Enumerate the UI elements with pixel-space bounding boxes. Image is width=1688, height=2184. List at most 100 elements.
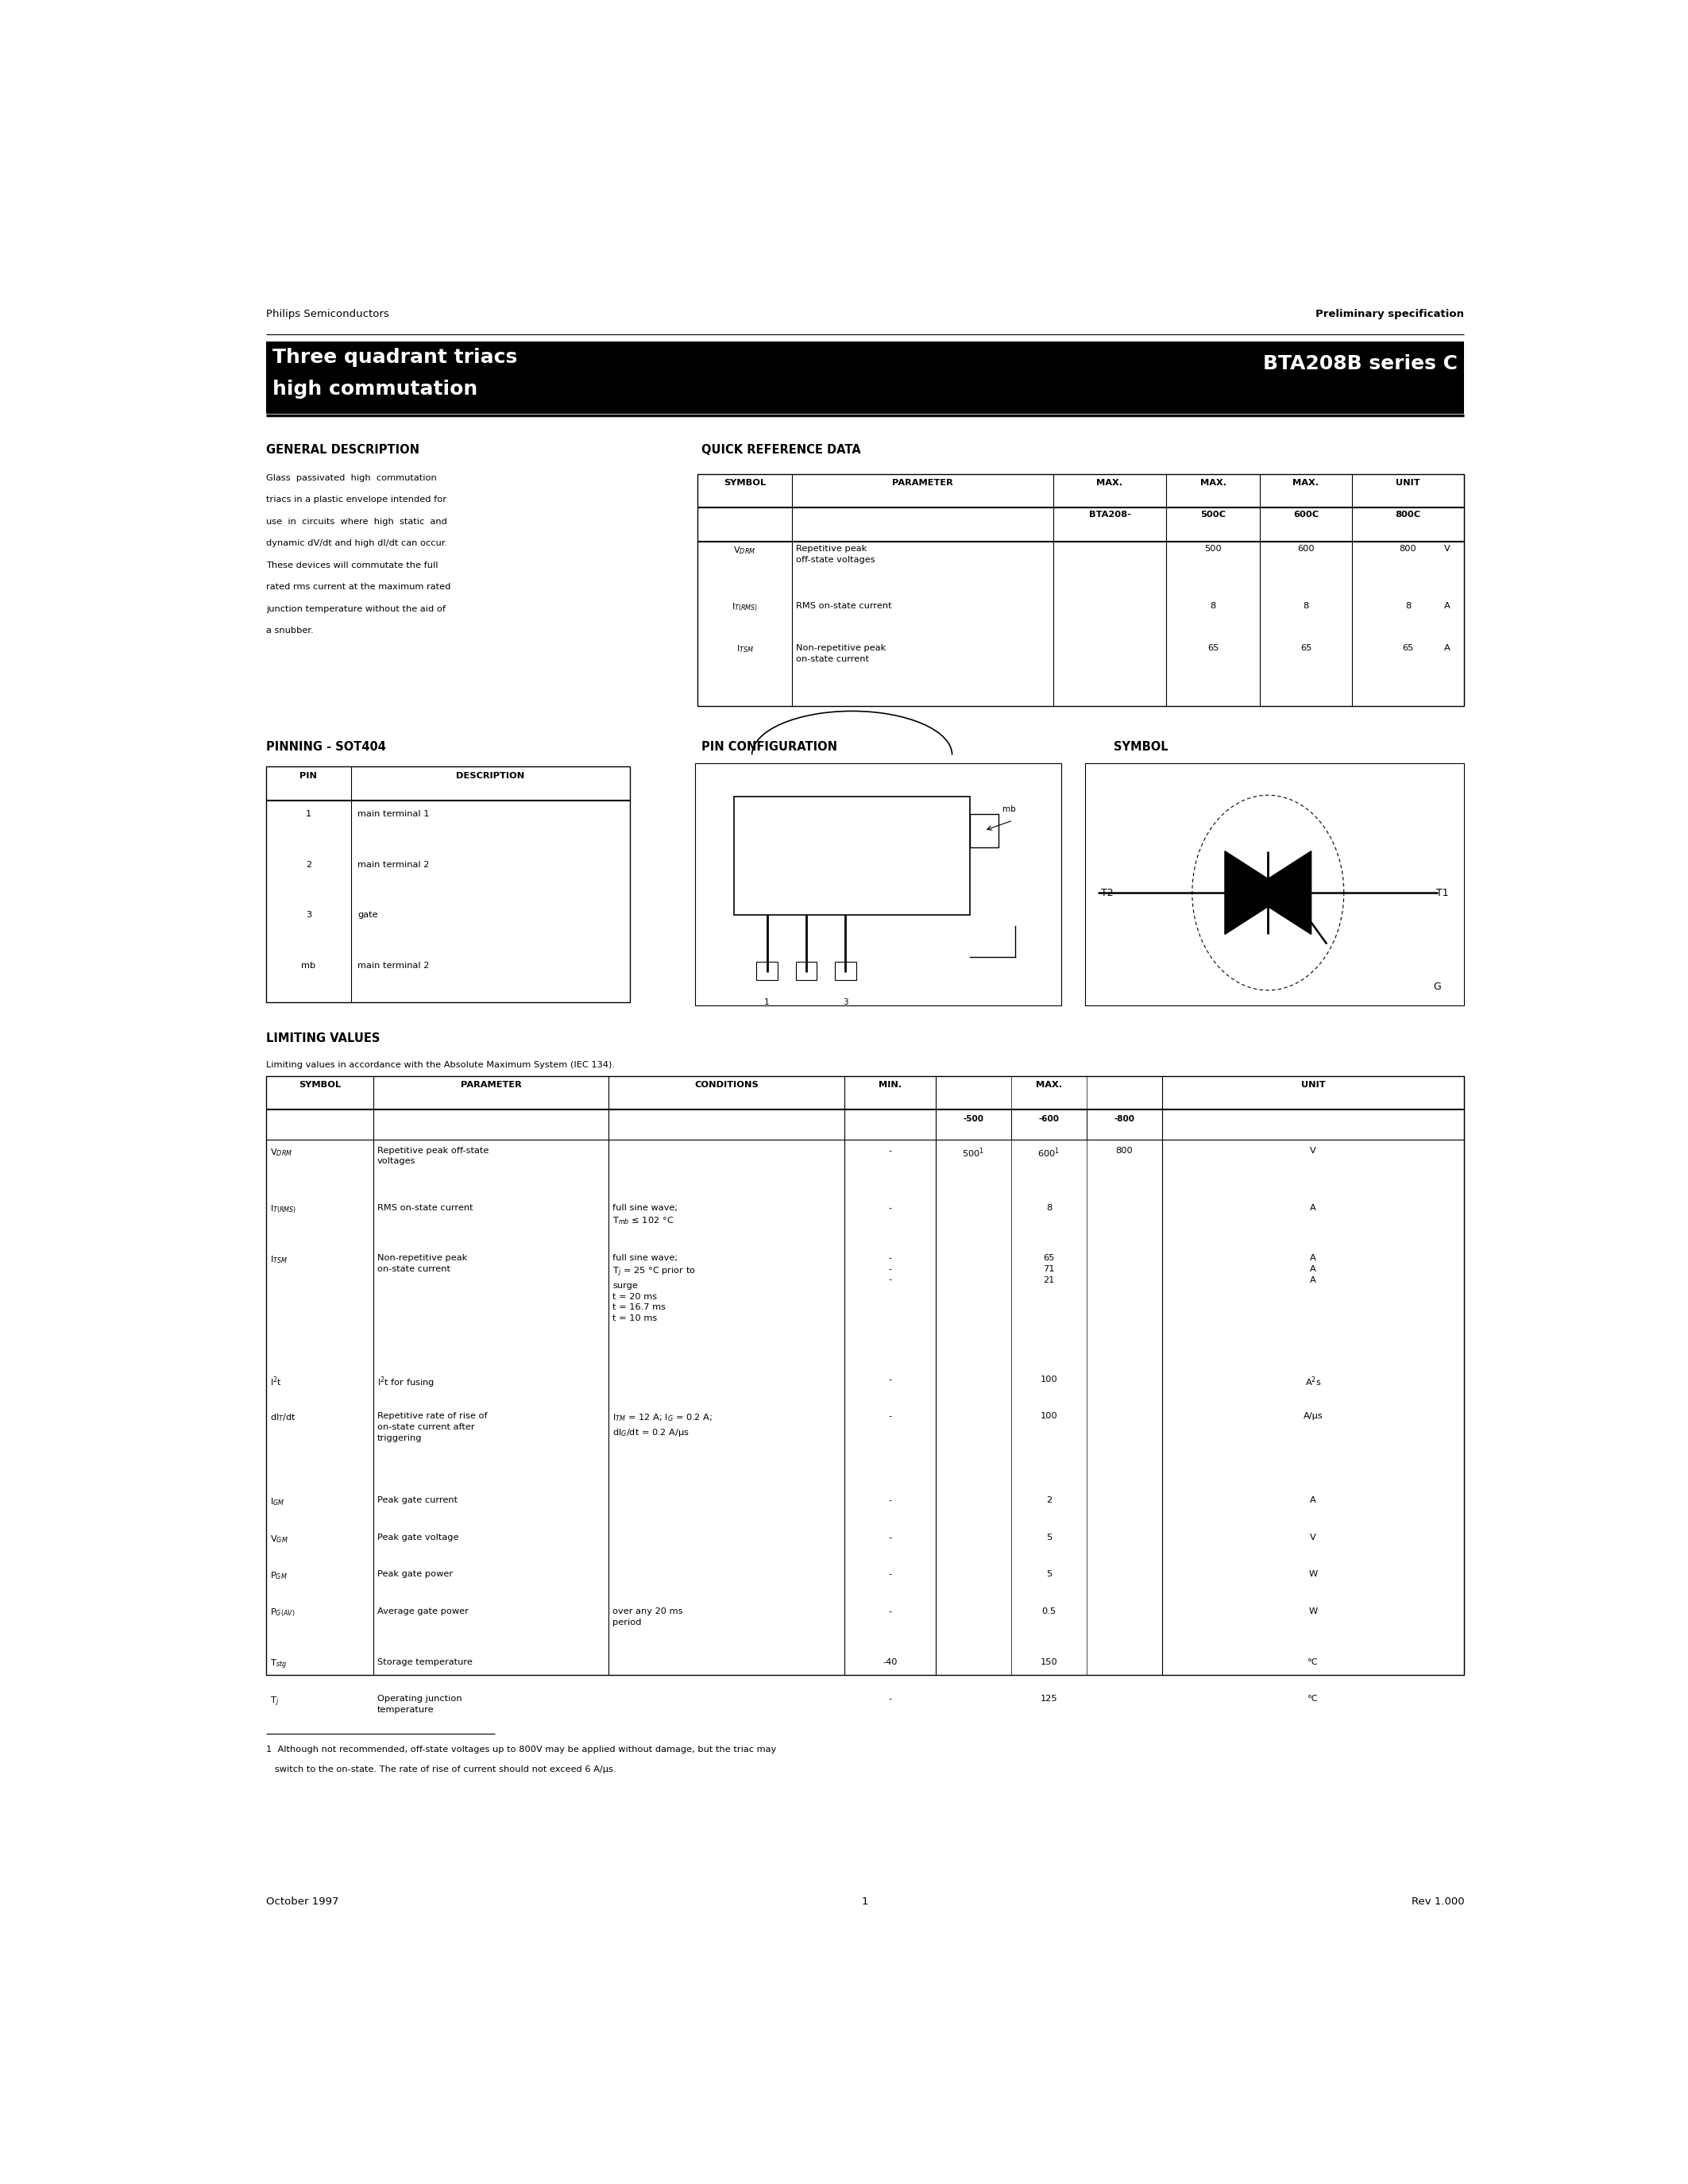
Text: MAX.: MAX. xyxy=(1200,478,1225,487)
Text: 1: 1 xyxy=(863,1896,869,1907)
Text: A: A xyxy=(1310,1203,1317,1212)
Text: 8: 8 xyxy=(1404,603,1411,609)
Text: I$_{TSM}$: I$_{TSM}$ xyxy=(736,644,753,655)
Text: MIN.: MIN. xyxy=(878,1081,901,1090)
Text: V$_{GM}$: V$_{GM}$ xyxy=(270,1533,289,1544)
Text: A: A xyxy=(1445,644,1450,651)
Bar xyxy=(267,341,1463,413)
Text: I$_{TM}$ = 12 A; I$_G$ = 0.2 A;
dI$_G$/dt = 0.2 A/μs: I$_{TM}$ = 12 A; I$_G$ = 0.2 A; dI$_G$/d… xyxy=(613,1413,712,1437)
Text: -40: -40 xyxy=(883,1658,898,1666)
Text: mb: mb xyxy=(1003,806,1016,812)
Bar xyxy=(795,961,817,981)
Text: LIMITING VALUES: LIMITING VALUES xyxy=(267,1033,380,1044)
Text: Preliminary specification: Preliminary specification xyxy=(1315,310,1463,319)
Text: switch to the on-state. The rate of rise of current should not exceed 6 A/μs.: switch to the on-state. The rate of rise… xyxy=(267,1765,616,1773)
Text: 600$^1$: 600$^1$ xyxy=(1038,1147,1060,1160)
Text: main terminal 2: main terminal 2 xyxy=(358,961,429,970)
Text: BTA208B series C: BTA208B series C xyxy=(1263,354,1458,373)
Text: PINNING - SOT404: PINNING - SOT404 xyxy=(267,740,387,753)
Text: 600: 600 xyxy=(1298,544,1315,553)
Text: Limiting values in accordance with the Absolute Maximum System (IEC 134).: Limiting values in accordance with the A… xyxy=(267,1061,614,1068)
Text: °C: °C xyxy=(1308,1695,1318,1704)
Text: MAX.: MAX. xyxy=(1036,1081,1062,1090)
Text: Repetitive peak
off-state voltages: Repetitive peak off-state voltages xyxy=(795,544,874,563)
Text: main terminal 1: main terminal 1 xyxy=(358,810,429,819)
Text: a snubber.: a snubber. xyxy=(267,627,314,636)
Text: -: - xyxy=(888,1695,891,1704)
Text: 1: 1 xyxy=(306,810,311,819)
Text: 5: 5 xyxy=(1047,1533,1052,1542)
Text: -: - xyxy=(888,1607,891,1616)
Bar xyxy=(267,767,630,1002)
Text: 65: 65 xyxy=(1300,644,1312,651)
Text: G: G xyxy=(1433,981,1442,992)
Text: PIN: PIN xyxy=(300,771,317,780)
Bar xyxy=(1085,762,1463,1005)
Text: 8: 8 xyxy=(1210,603,1215,609)
Polygon shape xyxy=(1225,852,1290,935)
Text: 8: 8 xyxy=(1047,1203,1052,1212)
Text: 1: 1 xyxy=(765,998,770,1007)
Text: GENERAL DESCRIPTION: GENERAL DESCRIPTION xyxy=(267,443,419,456)
Text: 0.5: 0.5 xyxy=(1041,1607,1057,1616)
Text: PIN CONFIGURATION: PIN CONFIGURATION xyxy=(702,740,837,753)
Text: UNIT: UNIT xyxy=(1396,478,1420,487)
Text: rated rms current at the maximum rated: rated rms current at the maximum rated xyxy=(267,583,451,592)
Text: 500C: 500C xyxy=(1200,511,1225,520)
Text: dI$_T$/dt: dI$_T$/dt xyxy=(270,1413,295,1424)
Text: V$_{DRM}$: V$_{DRM}$ xyxy=(734,544,756,555)
Text: Rev 1.000: Rev 1.000 xyxy=(1411,1896,1463,1907)
Text: Peak gate voltage: Peak gate voltage xyxy=(376,1533,459,1542)
Text: I$_{T(RMS)}$: I$_{T(RMS)}$ xyxy=(270,1203,297,1214)
Text: dynamic dV/dt and high dI/dt can occur.: dynamic dV/dt and high dI/dt can occur. xyxy=(267,539,447,548)
Text: DESCRIPTION: DESCRIPTION xyxy=(456,771,525,780)
Text: 100: 100 xyxy=(1040,1376,1058,1382)
Bar xyxy=(969,815,999,847)
Text: over any 20 ms
period: over any 20 ms period xyxy=(613,1607,684,1627)
Text: T1: T1 xyxy=(1436,887,1448,898)
Text: high commutation: high commutation xyxy=(272,380,478,400)
Text: 3: 3 xyxy=(306,911,311,919)
Text: V: V xyxy=(1445,544,1450,553)
Text: A: A xyxy=(1445,603,1450,609)
Text: 3: 3 xyxy=(842,998,847,1007)
Text: -: - xyxy=(888,1147,891,1155)
Text: Average gate power: Average gate power xyxy=(376,1607,468,1616)
Text: 65: 65 xyxy=(1403,644,1415,651)
Bar xyxy=(836,961,856,981)
Text: QUICK REFERENCE DATA: QUICK REFERENCE DATA xyxy=(702,443,861,456)
Text: triacs in a plastic envelope intended for: triacs in a plastic envelope intended fo… xyxy=(267,496,446,505)
Bar xyxy=(267,1077,1463,1675)
Bar xyxy=(697,474,1463,705)
Text: Non-repetitive peak
on-state current: Non-repetitive peak on-state current xyxy=(376,1254,468,1273)
Text: PARAMETER: PARAMETER xyxy=(461,1081,522,1090)
Text: -: - xyxy=(888,1570,891,1579)
Text: -: - xyxy=(888,1203,891,1212)
Text: A/μs: A/μs xyxy=(1303,1413,1323,1420)
Text: -600: -600 xyxy=(1038,1114,1060,1123)
Text: 1  Although not recommended, off-state voltages up to 800V may be applied withou: 1 Although not recommended, off-state vo… xyxy=(267,1745,776,1754)
Text: gate: gate xyxy=(358,911,378,919)
Text: °C: °C xyxy=(1308,1658,1318,1666)
Text: T2: T2 xyxy=(1101,887,1112,898)
Bar xyxy=(734,797,969,915)
Text: 2: 2 xyxy=(1047,1496,1052,1505)
Text: A: A xyxy=(1310,1496,1317,1505)
Text: -: - xyxy=(888,1533,891,1542)
Text: A$^2$s: A$^2$s xyxy=(1305,1376,1322,1389)
Text: 150: 150 xyxy=(1040,1658,1058,1666)
Text: -500: -500 xyxy=(964,1114,984,1123)
Text: Repetitive peak off-state
voltages: Repetitive peak off-state voltages xyxy=(376,1147,488,1166)
Text: full sine wave;
T$_j$ = 25 °C prior to
surge
t = 20 ms
t = 16.7 ms
t = 10 ms: full sine wave; T$_j$ = 25 °C prior to s… xyxy=(613,1254,695,1321)
Text: junction temperature without the aid of: junction temperature without the aid of xyxy=(267,605,446,614)
Text: Non-repetitive peak
on-state current: Non-repetitive peak on-state current xyxy=(795,644,886,664)
Text: RMS on-state current: RMS on-state current xyxy=(795,603,891,609)
Text: P$_{GM}$: P$_{GM}$ xyxy=(270,1570,287,1581)
Text: 2: 2 xyxy=(306,860,311,869)
Text: -
-
-: - - - xyxy=(888,1254,891,1284)
Bar xyxy=(695,762,1062,1005)
Text: V: V xyxy=(1310,1147,1317,1155)
Text: 500$^1$: 500$^1$ xyxy=(962,1147,984,1160)
Text: MAX.: MAX. xyxy=(1293,478,1318,487)
Text: main terminal 2: main terminal 2 xyxy=(358,860,429,869)
